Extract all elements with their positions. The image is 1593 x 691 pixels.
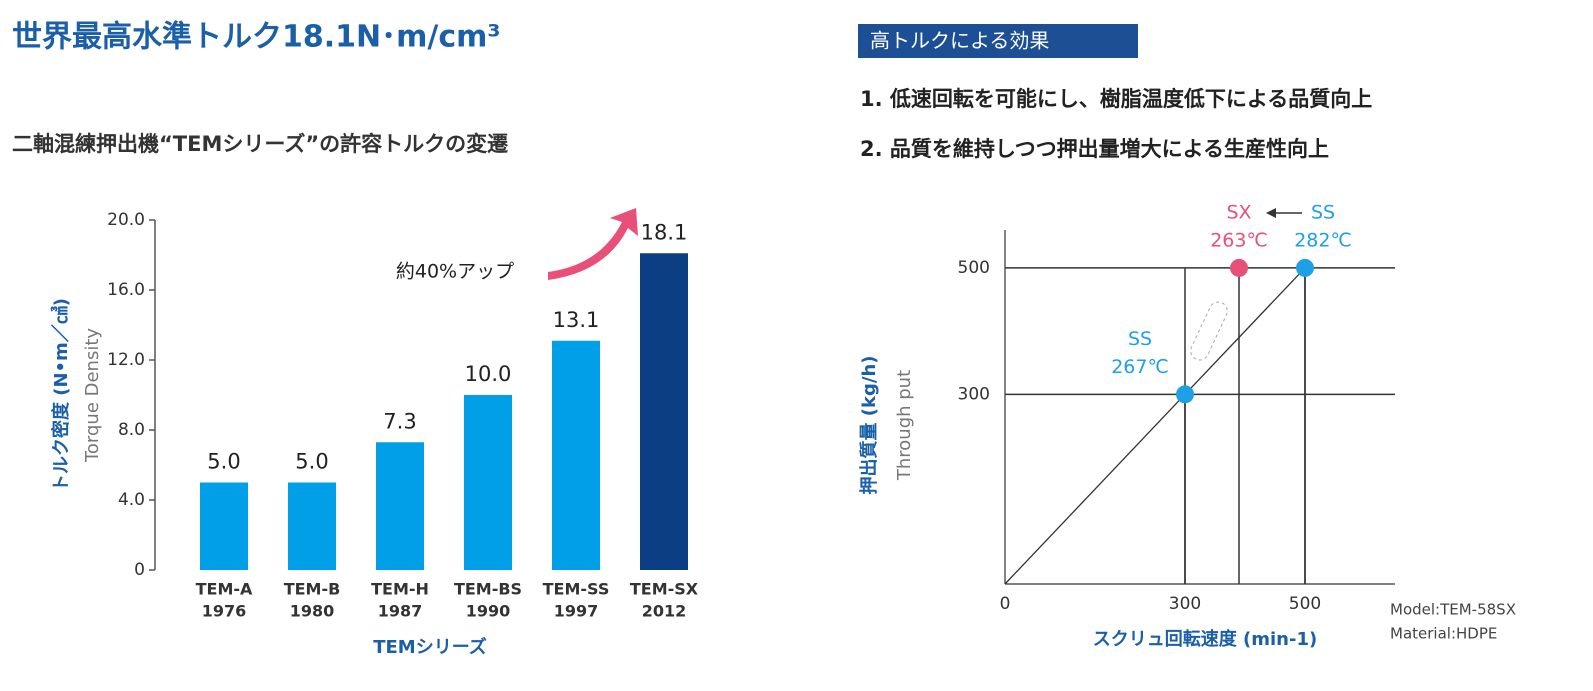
y-tick-label: 300 [958,384,990,404]
point [1230,258,1248,277]
badge-text: 高トルクによる効果 [870,29,1049,53]
x-tick-label: 300 [1169,594,1201,614]
x-tick-label: 1997 [554,602,599,621]
x-tick-label: 1976 [202,602,247,621]
y-tick-label: 500 [958,258,990,278]
value-label: 10.0 [465,362,512,386]
point-name: SX [1226,201,1251,223]
bar [640,253,688,570]
bar [376,442,424,570]
bar [288,482,336,570]
y-tick-label: 12.0 [107,350,145,370]
chart-title: 二軸混練押出機“TEMシリーズ”の許容トルクの変遷 [12,132,508,156]
up-arrow [548,208,638,280]
y-axis-label: トルク密度 (N•m／㎤) [50,298,72,492]
x-tick-label: 0 [1000,594,1011,614]
value-label: 13.1 [553,308,600,332]
annotation: 約40%アップ [396,261,514,283]
point: 1. 低速回転を可能にし、樹脂温度低下による品質向上 [860,87,1372,111]
bar [552,340,600,570]
y-axis-label: Torque Density [82,328,103,463]
y-tick-label: 8.0 [118,420,145,440]
x-tick-label: 2012 [642,602,687,621]
x-tick-label: 1987 [378,602,423,621]
point-name: SS [1311,201,1335,223]
x-axis-label: スクリュ回転速度 (min-1) [1093,628,1317,650]
x-tick-label: TEM-A [196,580,253,599]
x-tick-label: 1990 [466,602,511,621]
y-tick-label: 20.0 [107,210,145,230]
value-label: 5.0 [295,450,328,474]
x-tick-label: TEM-SS [543,580,610,599]
point [1296,258,1314,277]
bar [200,482,248,570]
x-tick-label: TEM-SX [630,580,699,599]
y-tick-label: 0 [134,560,145,580]
value-label: 5.0 [207,450,240,474]
point [1176,385,1194,404]
shift-arrow-head [1266,208,1276,218]
x-axis-label: TEMシリーズ [373,636,487,658]
point-label: 263℃ [1210,229,1268,251]
x-tick-label: TEM-B [284,580,341,599]
point-name: SS [1128,328,1152,350]
y-tick-label: 16.0 [107,280,145,300]
x-tick-label: TEM-H [371,580,429,599]
region-outline [1190,301,1228,361]
y-axis-label: 押出質量 (kg/h) [858,356,880,495]
value-label: 7.3 [383,409,416,433]
x-tick-label: 1980 [290,602,335,621]
value-label: 18.1 [641,220,688,244]
point-label: 282℃ [1294,229,1352,251]
line [1004,267,1306,585]
point-label: 267℃ [1111,356,1169,378]
y-tick-label: 4.0 [118,490,145,510]
y-axis-label: Through put [894,370,915,481]
point: 2. 品質を維持しつつ押出量増大による生産性向上 [860,137,1329,161]
note: Material:HDPE [1390,625,1497,643]
page-title: 世界最高水準トルク18.1N･m/cm³ [12,20,501,55]
badge [858,24,1138,58]
note: Model:TEM-58SX [1390,601,1516,619]
x-tick-label: 500 [1289,594,1321,614]
x-tick-label: TEM-BS [454,580,522,599]
bar [464,395,512,570]
